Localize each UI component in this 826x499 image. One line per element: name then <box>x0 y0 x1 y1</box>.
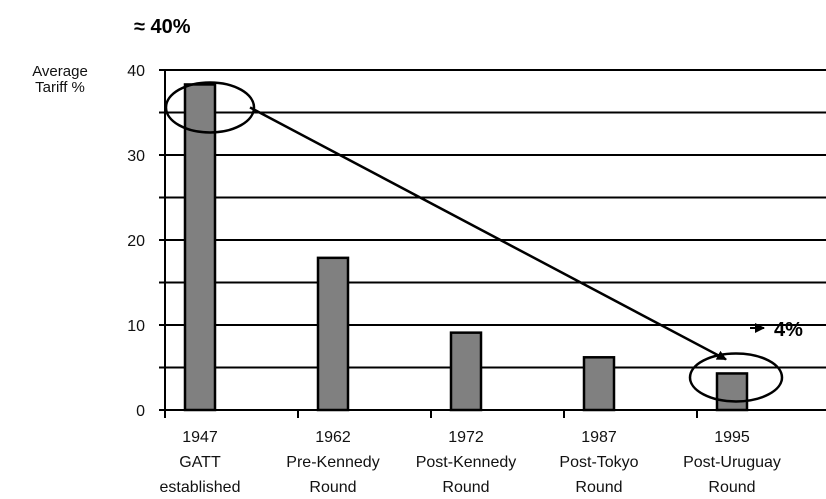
y-tick-label: 30 <box>127 148 145 165</box>
category-label: Pre-Kennedy <box>286 454 379 471</box>
axis-layer <box>159 70 826 418</box>
category-label: Post-Kennedy <box>416 454 517 471</box>
y-tick-label: 40 <box>127 63 145 80</box>
end-value-annotation: 4% <box>774 319 803 341</box>
category-label: 1962 <box>315 429 351 446</box>
category-label: Round <box>575 479 622 496</box>
y-axis-label: Tariff % <box>35 79 85 96</box>
category-label: Post-Uruguay <box>683 454 781 471</box>
category-label: Round <box>708 479 755 496</box>
category-label: Round <box>442 479 489 496</box>
bar <box>584 357 614 410</box>
category-label: 1995 <box>714 429 750 446</box>
y-tick-label: 20 <box>127 233 145 250</box>
category-label: 1972 <box>448 429 484 446</box>
category-label: 1947 <box>182 429 218 446</box>
y-tick-label: 10 <box>127 318 145 335</box>
start-value-annotation: ≈ 40% <box>134 16 191 38</box>
bar <box>318 258 348 410</box>
y-tick-label: 0 <box>136 403 145 420</box>
category-label: Round <box>309 479 356 496</box>
category-label: 1987 <box>581 429 617 446</box>
bar-layer <box>185 84 747 410</box>
category-label: Post-Tokyo <box>559 454 638 471</box>
category-label: established <box>160 479 241 496</box>
category-label: GATT <box>179 454 221 471</box>
y-axis-label: Average <box>32 63 88 80</box>
bar <box>717 373 747 410</box>
bar <box>451 333 481 410</box>
